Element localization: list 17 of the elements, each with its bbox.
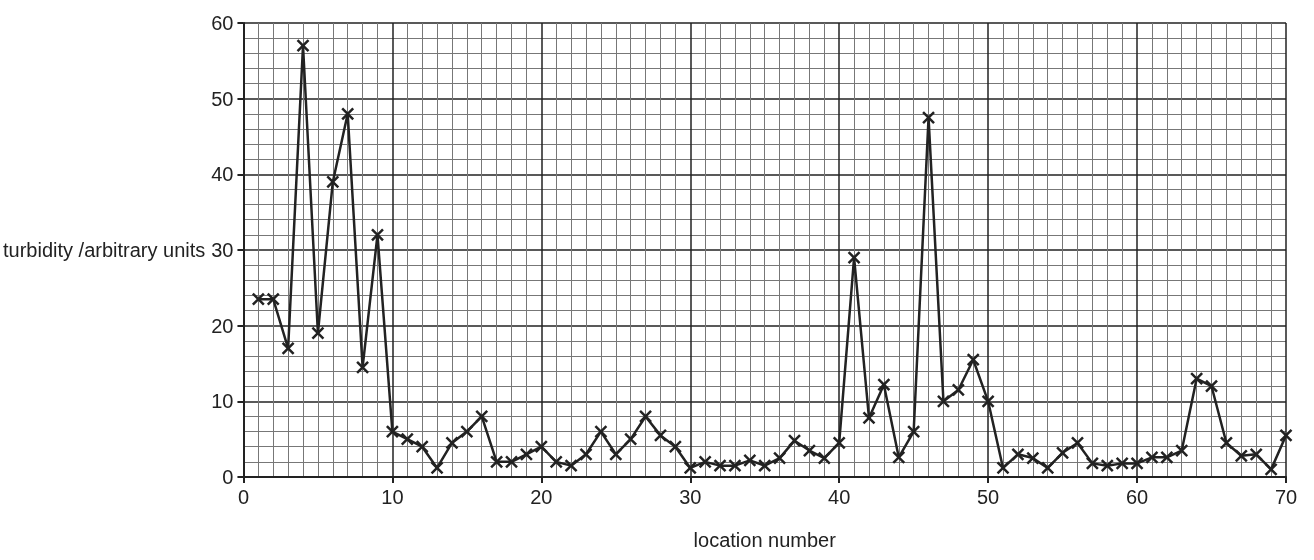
x-tick-label: 60 [1125, 486, 1149, 508]
y-tick-label: 60 [211, 12, 234, 34]
y-tick-label: 30 [211, 239, 234, 261]
y-tick-label: 50 [211, 87, 234, 110]
x-tick-label: 50 [977, 486, 1000, 508]
x-axis-title: location number [693, 529, 837, 551]
x-tick-label: 10 [381, 486, 404, 508]
y-tick-label: 20 [211, 314, 234, 337]
x-tick-label: 30 [679, 486, 702, 508]
y-tick-label: 0 [222, 466, 234, 488]
x-tick-label: 40 [828, 486, 851, 508]
x-tick-label: 70 [1274, 486, 1298, 508]
x-tick-label: 0 [237, 486, 249, 508]
x-tick-label: 20 [530, 486, 553, 508]
y-tick-label: 10 [211, 390, 234, 413]
y-axis-title: turbidity /arbitrary units [3, 239, 206, 261]
y-tick-label: 40 [211, 163, 234, 186]
